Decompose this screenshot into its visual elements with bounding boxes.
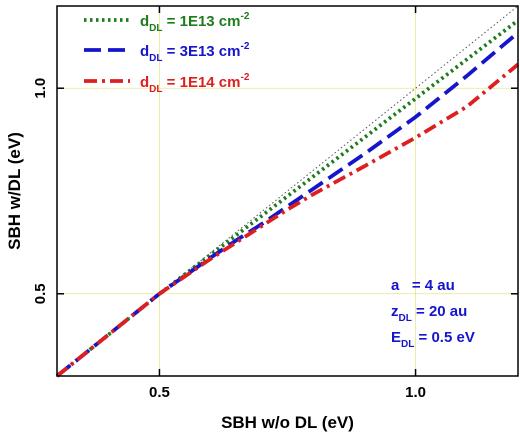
reference-line	[56, 5, 519, 377]
series-line-3	[55, 62, 520, 378]
legend-label-3: dDL = 1E14 cm-2	[140, 72, 250, 95]
y-tick-label: 0.5	[32, 283, 49, 304]
legend-label-1: dDL = 1E13 cm-2	[140, 11, 250, 34]
reference-diagonal	[56, 5, 519, 377]
x-tick-label: 1.0	[405, 384, 426, 401]
axis-ticks: 0.5 1.0 0.5 1.0	[32, 6, 518, 401]
x-tick-label: 0.5	[149, 384, 170, 401]
y-tick-label: 1.0	[32, 78, 49, 99]
legend-label-2: dDL = 3E13 cm-2	[140, 41, 250, 64]
parameter-annotation: a = 4 au zDL = 20 au EDL = 0.5 eV	[391, 277, 475, 350]
legend: dDL = 1E13 cm-2 dDL = 3E13 cm-2 dDL = 1E14…	[84, 11, 250, 95]
y-axis-label: SBH w/DL (eV)	[5, 132, 24, 250]
annotation-line-1: a = 4 au	[391, 277, 455, 294]
plot-frame	[56, 5, 519, 377]
series-group	[55, 18, 520, 378]
annotation-line-3: EDL = 0.5 eV	[391, 329, 475, 350]
x-axis-label: SBH w/o DL (eV)	[221, 413, 354, 432]
grid	[57, 6, 518, 376]
annotation-line-2: zDL = 20 au	[391, 303, 467, 324]
